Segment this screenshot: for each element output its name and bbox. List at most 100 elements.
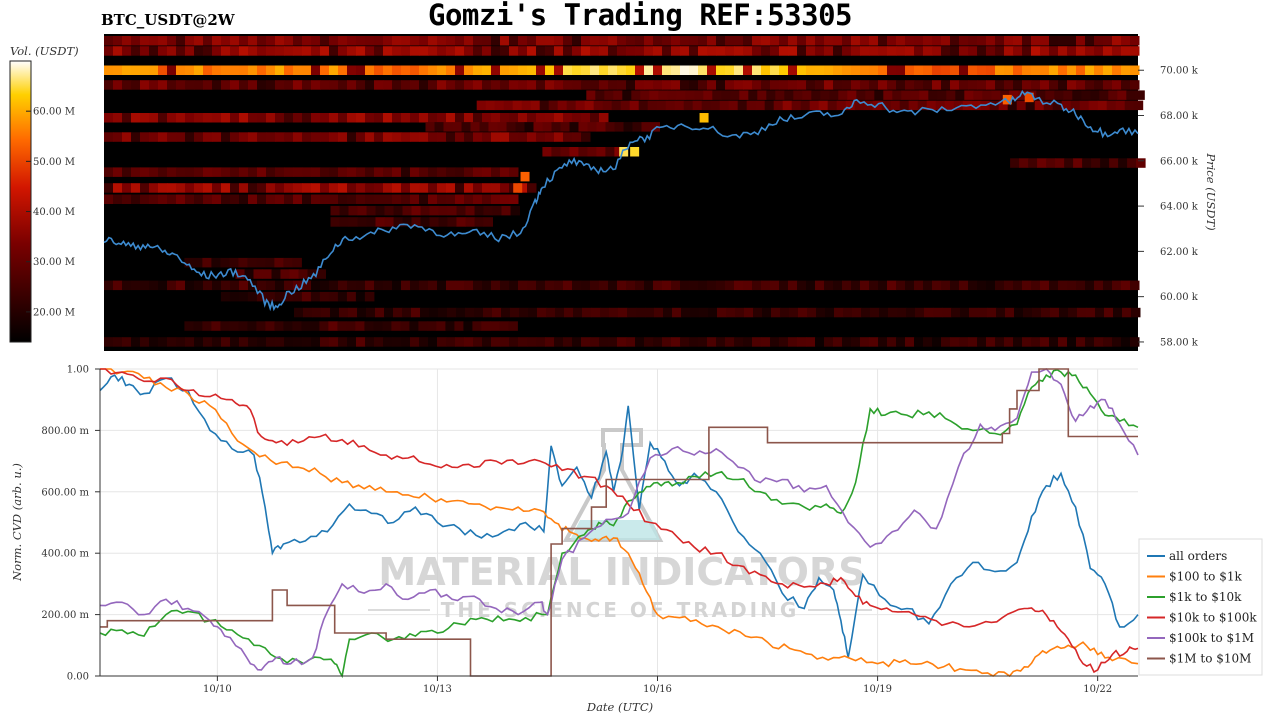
heatmap-cell bbox=[770, 65, 780, 75]
heatmap-cell bbox=[428, 194, 438, 204]
heatmap-cell bbox=[392, 113, 402, 123]
heatmap-cell bbox=[1112, 80, 1122, 90]
heatmap-cell bbox=[627, 307, 637, 318]
heatmap-cell bbox=[521, 100, 532, 111]
heatmap-cell bbox=[465, 205, 475, 216]
heatmap-cell bbox=[212, 337, 222, 347]
heatmap-cell bbox=[158, 183, 168, 193]
colorbar-tick-label: 20.00 M bbox=[33, 307, 75, 318]
price-line bbox=[103, 89, 1139, 312]
series-line bbox=[99, 368, 1139, 671]
heatmap-cell bbox=[707, 80, 717, 90]
heatmap-cell bbox=[1013, 65, 1023, 75]
heatmap-cell bbox=[239, 36, 249, 46]
heatmap-cell bbox=[1121, 337, 1131, 347]
heatmap-cell bbox=[293, 80, 303, 90]
series-line bbox=[100, 368, 1139, 678]
heatmap-cell bbox=[748, 90, 758, 100]
heatmap-cell bbox=[1040, 337, 1050, 347]
heatmap-cell bbox=[338, 194, 348, 204]
heatmap-cell bbox=[604, 90, 614, 100]
heatmap-cell bbox=[818, 100, 829, 111]
heatmap-cell bbox=[1076, 280, 1086, 291]
heatmap-cell bbox=[257, 65, 267, 75]
heatmap-cell bbox=[536, 280, 546, 291]
heatmap-cell bbox=[752, 80, 762, 90]
heatmap-cell bbox=[366, 205, 376, 216]
heatmap-cell bbox=[366, 307, 376, 318]
heatmap-cell bbox=[446, 183, 456, 193]
heatmap-cell bbox=[509, 280, 519, 291]
heatmap-cell bbox=[1070, 100, 1081, 111]
heatmap-cell bbox=[347, 46, 357, 56]
heatmap-cell bbox=[194, 36, 204, 46]
heatmap-cell bbox=[1022, 337, 1032, 347]
heatmap-cell bbox=[1126, 90, 1136, 100]
heatmap-cell bbox=[914, 337, 924, 347]
heatmap-cell bbox=[392, 337, 402, 347]
heatmap-cell bbox=[464, 36, 474, 46]
heatmap-cell bbox=[806, 46, 816, 56]
heatmap-cell bbox=[284, 65, 294, 75]
heatmap-cell bbox=[581, 46, 591, 56]
heatmap-cell bbox=[346, 321, 356, 331]
heatmap-cell bbox=[320, 280, 330, 291]
heatmap-cell bbox=[293, 46, 303, 56]
heatmap-cell bbox=[347, 80, 357, 90]
heatmap-cell bbox=[941, 36, 951, 46]
heatmap-cell bbox=[860, 280, 870, 291]
heatmap-cell bbox=[239, 132, 249, 142]
heatmap-cell bbox=[851, 337, 861, 347]
heatmap-cell bbox=[140, 65, 150, 75]
heatmap-cell bbox=[1085, 80, 1095, 90]
heatmap-cell bbox=[176, 280, 186, 291]
heatmap-cell bbox=[527, 183, 537, 193]
heatmap-cell bbox=[563, 337, 573, 347]
heatmap-cell bbox=[1049, 280, 1059, 291]
heatmap-cell bbox=[375, 205, 385, 216]
price-axis-label: Price (USDT) bbox=[1204, 152, 1218, 230]
heatmap-cell bbox=[266, 194, 276, 204]
heatmap-cell bbox=[923, 65, 933, 75]
heatmap-cell bbox=[712, 90, 722, 100]
heatmap-cell bbox=[283, 321, 293, 331]
heatmap-cell bbox=[275, 80, 285, 90]
heatmap-cell bbox=[410, 280, 420, 291]
heatmap-cell bbox=[140, 337, 150, 347]
heatmap-cell bbox=[482, 65, 492, 75]
heatmap-cell bbox=[229, 321, 239, 331]
heatmap-cell bbox=[311, 80, 321, 90]
heatmap-cell bbox=[392, 280, 402, 291]
heatmap-cell bbox=[788, 46, 798, 56]
heatmap-cell bbox=[238, 257, 248, 268]
heatmap-cell bbox=[294, 307, 304, 318]
heatmap-cell bbox=[383, 337, 393, 347]
heatmap-cell bbox=[1122, 307, 1132, 318]
heatmap-cell bbox=[320, 65, 330, 75]
heatmap-cell bbox=[301, 291, 312, 302]
heatmap-cell bbox=[194, 113, 204, 123]
heatmap-cell bbox=[411, 217, 421, 227]
heatmap-cell bbox=[806, 36, 816, 46]
heatmap-cell bbox=[392, 36, 402, 46]
heatmap-cell bbox=[1013, 46, 1023, 56]
heatmap-cell bbox=[1059, 307, 1069, 318]
heatmap-cell bbox=[599, 80, 609, 90]
heatmap-cell bbox=[329, 80, 339, 90]
heatmap-cell bbox=[698, 337, 708, 347]
heatmap-cell bbox=[527, 132, 537, 142]
heatmap-cell bbox=[374, 36, 384, 46]
heatmap-cell bbox=[1104, 307, 1114, 318]
heatmap-cell bbox=[401, 36, 411, 46]
heatmap-cell bbox=[599, 113, 609, 123]
heatmap-cell bbox=[761, 337, 771, 347]
heatmap-cell bbox=[788, 65, 798, 75]
heatmap-cell bbox=[320, 167, 330, 177]
heatmap-cell bbox=[608, 337, 618, 347]
heatmap-cell bbox=[185, 46, 195, 56]
heatmap-cell bbox=[193, 257, 203, 268]
heatmap-cell bbox=[104, 132, 114, 142]
heatmap-cell bbox=[348, 307, 358, 318]
heatmap-cell bbox=[248, 167, 258, 177]
heatmap-cell bbox=[437, 194, 447, 204]
